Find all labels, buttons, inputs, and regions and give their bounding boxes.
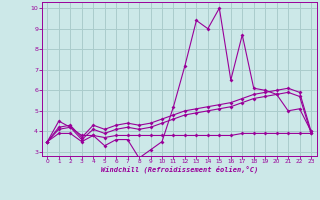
X-axis label: Windchill (Refroidissement éolien,°C): Windchill (Refroidissement éolien,°C) [100, 166, 258, 173]
